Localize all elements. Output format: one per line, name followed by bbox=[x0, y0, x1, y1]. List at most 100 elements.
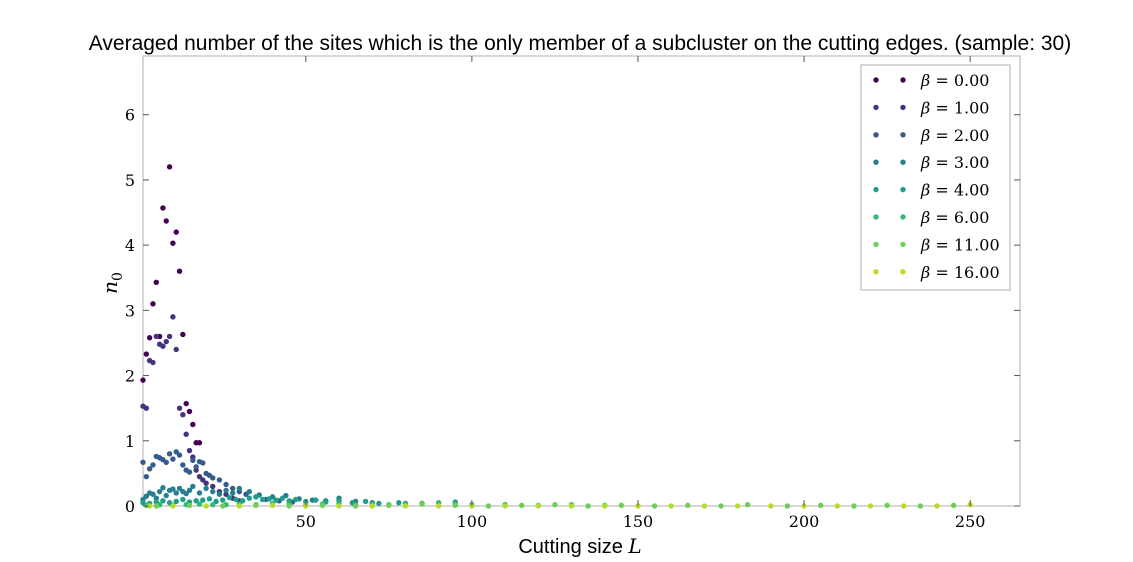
data-point bbox=[203, 503, 209, 509]
data-point bbox=[200, 477, 206, 483]
data-point bbox=[229, 490, 236, 496]
axis-ticks-layer: 50 100 150 200 250 0 1 2 3 4 5 6 bbox=[125, 56, 1020, 531]
data-point bbox=[229, 485, 236, 492]
data-point bbox=[143, 493, 150, 499]
data-point bbox=[210, 501, 216, 508]
data-point bbox=[216, 477, 223, 483]
y-tick-label: 4 bbox=[125, 236, 135, 255]
data-point bbox=[150, 462, 156, 468]
legend-label: β = 11.00 bbox=[920, 235, 1000, 254]
data-point bbox=[203, 485, 209, 492]
legend-marker bbox=[900, 77, 906, 83]
legend-entry: β = 11.00 bbox=[873, 235, 1000, 254]
data-point bbox=[183, 400, 189, 407]
data-point bbox=[223, 491, 229, 497]
data-point bbox=[784, 503, 791, 509]
legend-label: β = 2.00 bbox=[920, 126, 989, 145]
legend-label: β = 4.00 bbox=[920, 181, 989, 200]
data-point bbox=[352, 503, 359, 509]
data-point bbox=[233, 496, 239, 503]
data-point bbox=[552, 501, 558, 508]
data-point bbox=[173, 346, 179, 353]
data-point bbox=[160, 343, 166, 349]
data-point bbox=[170, 240, 176, 246]
data-point bbox=[170, 456, 176, 462]
data-point bbox=[153, 495, 159, 501]
data-point bbox=[362, 498, 369, 505]
data-point bbox=[253, 494, 259, 500]
data-point bbox=[166, 333, 173, 340]
legend-box bbox=[860, 64, 1011, 291]
data-point bbox=[435, 503, 442, 509]
y-tick-label: 3 bbox=[125, 301, 135, 320]
data-point bbox=[143, 405, 150, 411]
data-point bbox=[293, 496, 299, 503]
data-point bbox=[485, 503, 492, 509]
data-point bbox=[867, 503, 874, 509]
data-point bbox=[176, 405, 183, 411]
series-0-points bbox=[140, 164, 203, 446]
data-point bbox=[216, 491, 223, 497]
data-point bbox=[153, 333, 159, 340]
data-point bbox=[246, 488, 253, 495]
data-point bbox=[140, 377, 146, 383]
data-point bbox=[146, 466, 153, 472]
data-point bbox=[173, 490, 179, 496]
data-point bbox=[160, 205, 166, 211]
y-axis-label: n0 bbox=[98, 272, 126, 294]
legend-label: β = 6.00 bbox=[920, 208, 989, 227]
data-point bbox=[186, 502, 193, 509]
x-tick-label: 50 bbox=[296, 512, 316, 531]
data-point bbox=[200, 497, 206, 503]
data-point bbox=[386, 502, 392, 509]
legend-marker bbox=[873, 214, 879, 220]
data-point bbox=[153, 503, 159, 509]
data-point bbox=[196, 501, 203, 507]
data-point bbox=[239, 498, 246, 504]
data-point bbox=[150, 301, 156, 307]
data-point bbox=[190, 421, 196, 428]
data-point bbox=[186, 408, 193, 415]
data-point bbox=[934, 503, 940, 509]
y-tick-label: 5 bbox=[125, 171, 135, 190]
data-point bbox=[668, 503, 674, 509]
data-point bbox=[150, 491, 156, 497]
legend-entry: β = 16.00 bbox=[873, 263, 1000, 282]
data-point bbox=[143, 351, 150, 357]
legend-entry: β = 4.00 bbox=[873, 181, 989, 200]
data-point bbox=[166, 451, 173, 457]
legend-marker bbox=[900, 132, 906, 138]
series-6-points bbox=[153, 501, 957, 509]
y-tick-label: 2 bbox=[125, 367, 135, 386]
data-point bbox=[744, 501, 751, 508]
data-point bbox=[768, 503, 774, 509]
data-point bbox=[279, 495, 286, 501]
data-point bbox=[884, 502, 890, 509]
data-point bbox=[817, 502, 824, 509]
legend-entry: β = 1.00 bbox=[873, 98, 989, 117]
data-point bbox=[685, 502, 691, 509]
y-tick-label: 0 bbox=[125, 497, 135, 516]
data-point bbox=[834, 503, 840, 509]
data-point bbox=[253, 502, 259, 509]
legend-marker bbox=[900, 104, 906, 111]
data-point bbox=[223, 481, 229, 488]
data-points-layer bbox=[140, 164, 973, 509]
data-point bbox=[602, 503, 608, 509]
data-point bbox=[419, 501, 425, 507]
data-point bbox=[369, 503, 375, 509]
data-point bbox=[176, 485, 183, 492]
legend-marker bbox=[873, 159, 879, 165]
data-point bbox=[163, 492, 169, 499]
data-point bbox=[203, 480, 209, 486]
data-point bbox=[701, 503, 708, 509]
data-point bbox=[236, 503, 243, 509]
data-point bbox=[150, 359, 156, 366]
data-point bbox=[173, 449, 179, 455]
y-tick-label: 6 bbox=[125, 106, 135, 125]
data-point bbox=[183, 490, 189, 497]
legend-marker bbox=[900, 241, 906, 248]
data-point bbox=[173, 498, 179, 505]
data-point bbox=[210, 475, 216, 481]
